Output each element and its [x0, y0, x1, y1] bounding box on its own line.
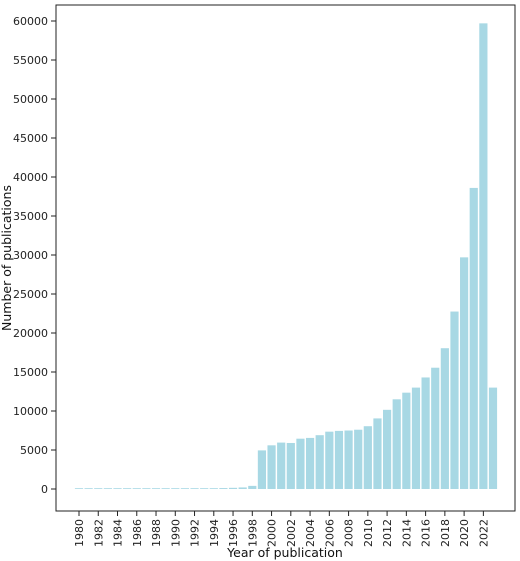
bar-2015 — [411, 387, 421, 489]
y-tick-label: 60000 — [13, 15, 48, 28]
x-tick-label: 1982 — [92, 519, 105, 547]
bar-1990 — [171, 488, 180, 489]
x-axis: 1980 1982 1984 1986 1988 1990 1992 1994 1996 1998… — [73, 511, 490, 547]
x-tick-label: 1988 — [150, 519, 163, 547]
bars — [74, 23, 498, 490]
x-tick-label: 1996 — [227, 519, 240, 547]
bar-2005 — [315, 435, 324, 489]
bar-2006 — [325, 431, 334, 489]
x-tick-label: 2016 — [420, 519, 433, 547]
y-axis-label: Number of publications — [0, 185, 14, 331]
x-tick-label: 2008 — [343, 519, 356, 547]
bar-1980 — [74, 488, 84, 489]
bar-1983 — [103, 488, 112, 489]
x-tick-label: 2004 — [304, 519, 317, 547]
y-tick-label: 5000 — [20, 444, 48, 457]
x-tick-label: 1990 — [169, 519, 182, 547]
bar-2019 — [450, 311, 459, 489]
bar-2022 — [479, 23, 488, 490]
bar-1996 — [228, 487, 238, 489]
x-tick-label: 2020 — [458, 519, 471, 547]
y-tick-label: 45000 — [13, 132, 48, 145]
bar-1985 — [123, 488, 132, 489]
y-tick-label: 55000 — [13, 54, 48, 67]
bar-1993 — [200, 488, 209, 489]
y-tick-label: 20000 — [13, 327, 48, 340]
bar-2001 — [277, 442, 286, 489]
y-tick-label: 10000 — [13, 405, 48, 418]
bar-1997 — [238, 487, 247, 489]
bar-1987 — [142, 488, 151, 489]
bar-2011 — [373, 418, 382, 489]
x-tick-label: 1980 — [73, 519, 86, 547]
bar-1989 — [161, 488, 170, 489]
bar-2023 — [488, 387, 498, 489]
bar-2017 — [431, 367, 440, 489]
bar-1995 — [219, 488, 228, 489]
bar-2000 — [267, 445, 276, 489]
x-tick-label: 2012 — [381, 519, 394, 547]
bar-1986 — [132, 488, 141, 489]
y-axis: 0 5000 10000 15000 20000 25000 30000 35000 40000… — [13, 15, 56, 496]
y-tick-label: 25000 — [13, 288, 48, 301]
bar-1982 — [94, 488, 103, 489]
bar-2003 — [296, 438, 305, 489]
x-tick-label: 1998 — [246, 519, 259, 547]
bar-2004 — [305, 437, 315, 489]
bar-2007 — [334, 430, 344, 489]
x-tick-label: 2018 — [439, 519, 452, 547]
y-tick-label: 40000 — [13, 171, 48, 184]
x-tick-label: 2000 — [266, 519, 279, 547]
bar-2013 — [392, 399, 401, 489]
bar-1992 — [190, 488, 199, 489]
x-tick-label: 2006 — [323, 519, 336, 547]
bar-1988 — [151, 488, 161, 489]
bar-2018 — [440, 348, 449, 489]
y-tick-label: 0 — [41, 483, 48, 496]
bar-2008 — [344, 430, 353, 489]
bar-2020 — [460, 257, 469, 489]
x-tick-label: 2010 — [362, 519, 375, 547]
bar-1998 — [248, 485, 257, 489]
bar-2016 — [421, 377, 430, 489]
bar-2010 — [363, 426, 372, 489]
y-tick-label: 30000 — [13, 249, 48, 262]
x-tick-label: 2022 — [477, 519, 490, 547]
x-tick-label: 1992 — [189, 519, 202, 547]
y-tick-label: 35000 — [13, 210, 48, 223]
x-tick-label: 1986 — [131, 519, 144, 547]
x-tick-label: 2014 — [400, 519, 413, 547]
bar-2009 — [354, 429, 363, 489]
bar-2012 — [383, 409, 392, 489]
bar-1981 — [84, 488, 93, 489]
bar-1999 — [257, 450, 267, 489]
bar-1991 — [180, 488, 189, 489]
x-axis-label: Year of publication — [226, 545, 343, 560]
x-tick-label: 1984 — [112, 519, 125, 547]
bar-1994 — [209, 488, 218, 489]
y-tick-label: 50000 — [13, 93, 48, 106]
x-tick-label: 1994 — [208, 519, 221, 547]
bar-1984 — [113, 488, 122, 489]
bar-2021 — [469, 187, 478, 490]
bar-2002 — [286, 442, 295, 489]
bar-2014 — [402, 392, 411, 489]
plot-frame — [55, 4, 516, 512]
y-tick-label: 15000 — [13, 366, 48, 379]
x-tick-label: 2002 — [285, 519, 298, 547]
